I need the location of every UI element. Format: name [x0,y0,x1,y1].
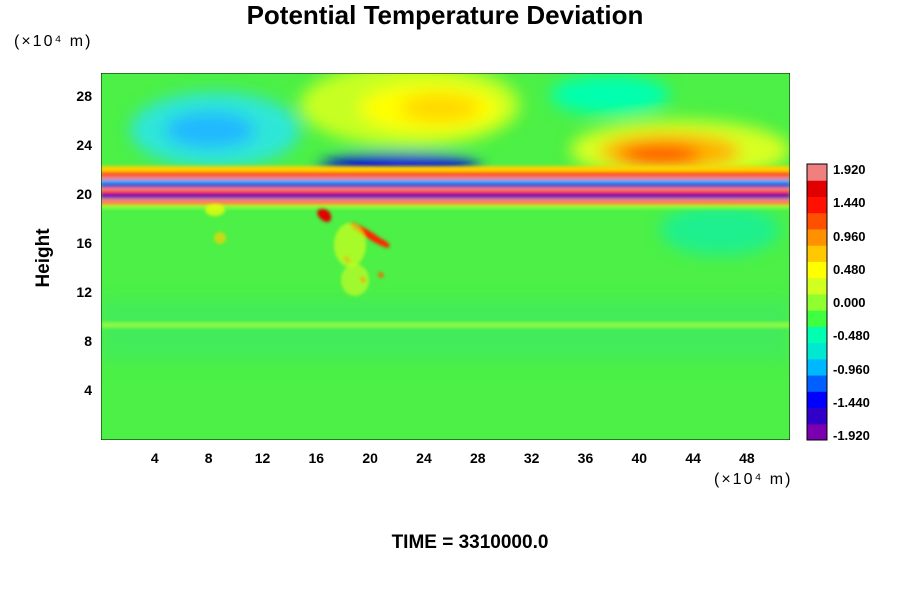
x-tick-label: 28 [470,450,486,466]
colorbar-swatch [807,196,827,214]
colorbar-tick-label: -0.960 [833,361,870,377]
heatmap-field [101,73,790,440]
colorbar-tick-label: 1.920 [833,162,866,177]
colorbar-tick-label: 0.000 [833,295,866,310]
colorbar-swatch [807,277,827,295]
x-tick-label: 20 [362,450,378,466]
chart-title: Potential Temperature Deviation [246,0,644,30]
colorbar-swatch [807,391,827,409]
y-tick-label: 12 [76,284,92,301]
y-tick-label: 4 [84,382,92,399]
warm-plume [205,204,390,296]
y-tick-label: 20 [76,186,92,203]
colorbar-tick-label: -1.440 [833,394,870,410]
colorbar-frame [806,163,828,441]
y-axis-label: Height [33,228,54,288]
time-footer: TIME = 3310000.0 [391,532,549,553]
colorbar-swatch [807,358,827,376]
y-axis-unit: (×10⁴ m) [14,33,93,50]
y-tick-label: 8 [84,333,92,350]
x-axis-unit: (×10⁴ m) [714,471,793,488]
colorbar-tick-label: 0.480 [833,261,866,277]
x-tick-label: 40 [631,450,648,466]
x-tick-label: 16 [308,450,325,466]
colorbar-swatch [807,326,827,344]
colorbar-tick-label: -1.920 [833,428,870,443]
y-tick-label: 16 [76,235,92,252]
x-tick-label: 4 [150,450,159,466]
x-tick-label: 32 [523,450,540,466]
x-tick-label: 12 [254,450,271,466]
x-tick-label: 8 [204,450,213,466]
heatmap-soft-anomalies [101,73,790,360]
colorbar-swatch [807,342,827,360]
weak-band [101,322,790,328]
colorbar-swatch [807,228,827,246]
colorbar-swatch [807,245,827,262]
colorbar-swatch [807,423,827,441]
colorbar-swatch [807,180,827,197]
colorbar-swatch [807,293,827,311]
colorbar-swatch [807,375,827,392]
y-tick-label: 28 [76,88,92,105]
colorbar-swatch [807,310,827,327]
x-tick-label: 44 [685,450,701,466]
colorbar-swatch [807,164,827,181]
colorbar-tick-label: 0.960 [833,228,866,244]
x-tick-label: 36 [577,450,594,466]
colorbar-tick-label: 1.440 [833,195,866,211]
colorbar-swatch [807,212,827,230]
x-tick-label: 48 [739,450,755,466]
x-tick-label: 24 [416,450,432,466]
colorbar-swatch [807,261,827,279]
colorbar-swatch [807,407,827,425]
colorbar [807,164,827,441]
colorbar-tick-label: -0.480 [833,328,870,344]
oscillating-band [101,166,790,209]
y-tick-label: 24 [76,137,92,154]
